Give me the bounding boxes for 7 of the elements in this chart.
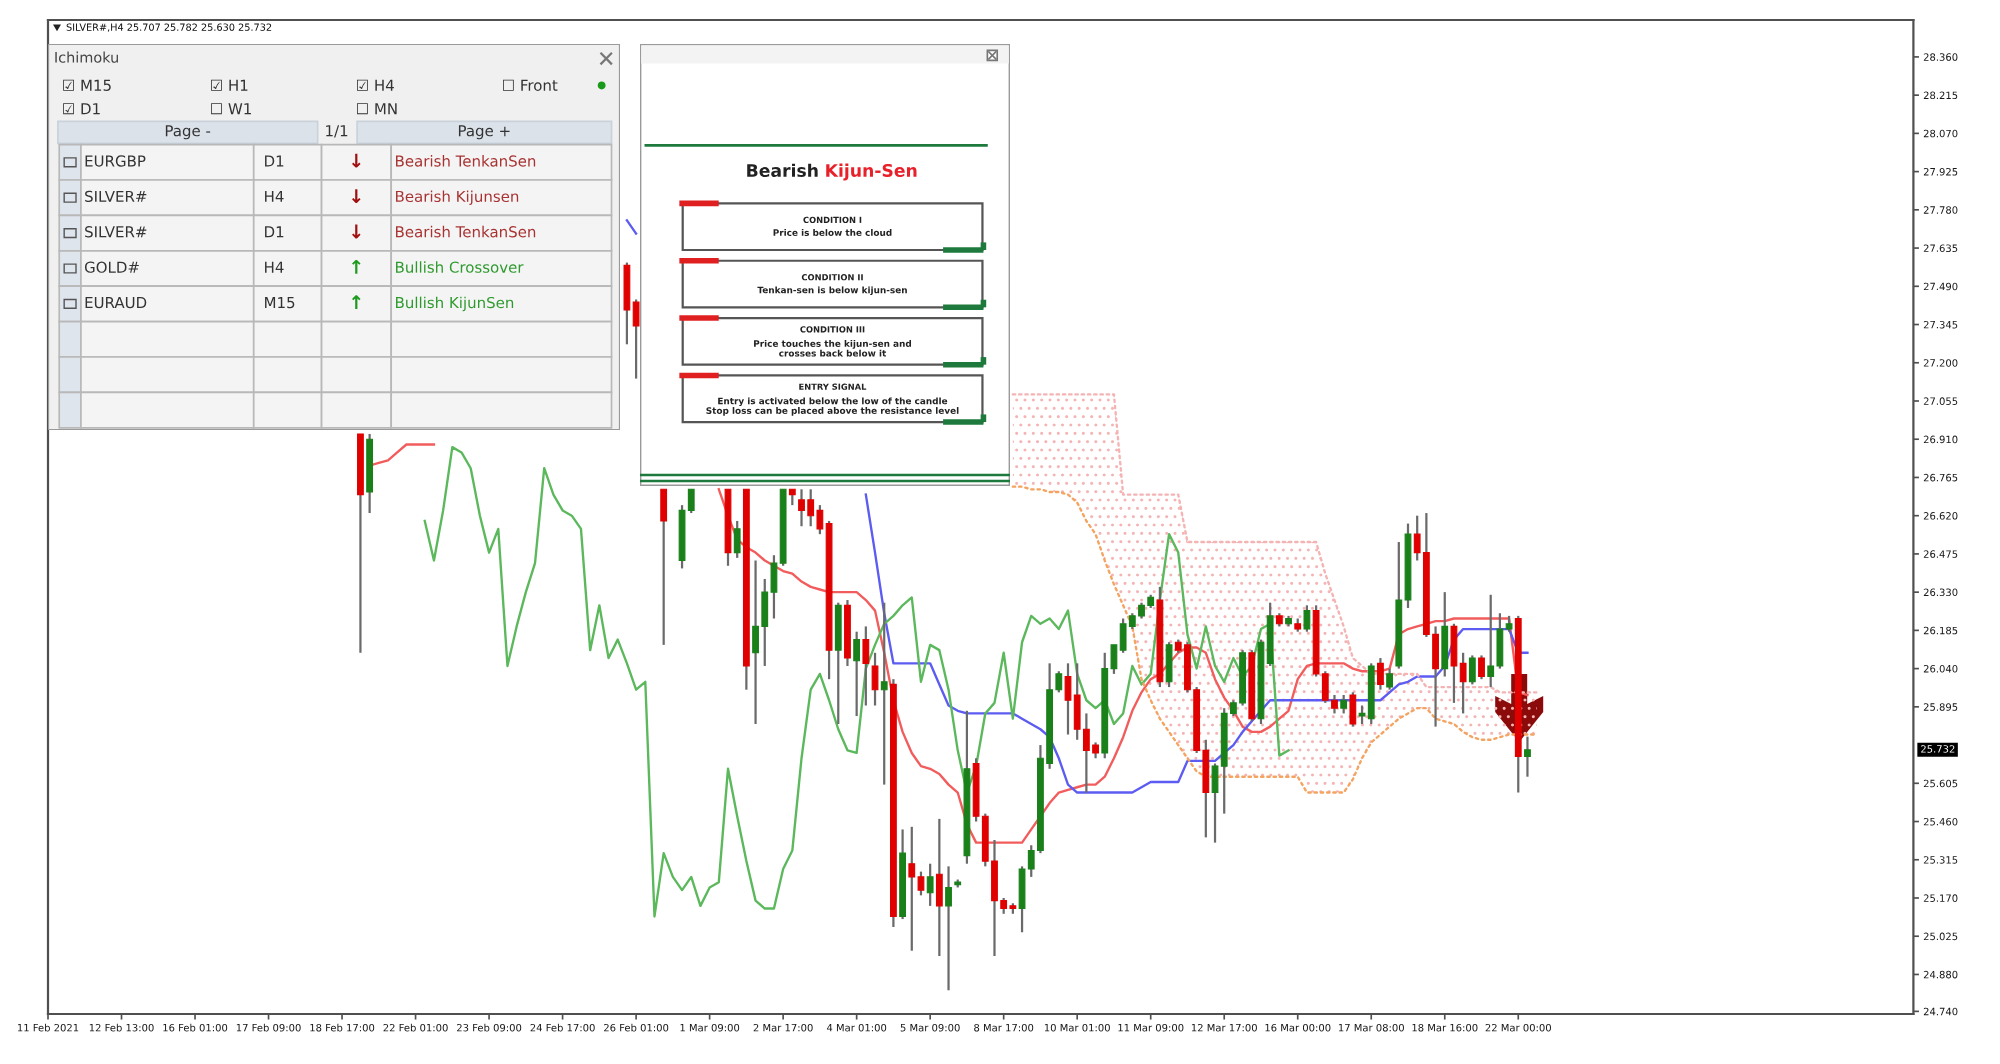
- annotation: ↑: [352, 295, 361, 310]
- annotation: ↓: [352, 153, 361, 168]
- annotation: Kijun-Sen: [826, 163, 917, 181]
- annotation: ↑: [352, 259, 361, 274]
- annotation: Bearish: [747, 163, 818, 177]
- annotation: ↓: [352, 224, 361, 239]
- annotation: ↓: [352, 189, 361, 203]
